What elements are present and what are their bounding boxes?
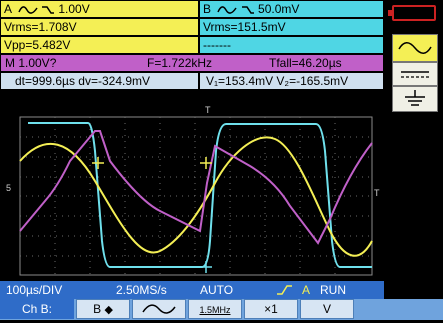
channel-b-trace [28, 122, 372, 268]
ground-coupling-icon [405, 90, 425, 106]
acquisition-mode[interactable]: AUTO [200, 283, 234, 297]
channel-a-vpp: Vpp=5.482V [0, 36, 199, 54]
channel-a-trace [19, 136, 373, 257]
channel-b-header[interactable]: B 50.0mV [199, 0, 384, 18]
sample-rate: 2.50MS/s [116, 283, 167, 297]
ground-coupling-button[interactable] [392, 86, 438, 112]
channel-a-label: A [4, 2, 12, 16]
cursor-3 [200, 261, 212, 273]
trigger-channel: A [302, 283, 311, 297]
waveform-graph: T T 5 [6, 105, 380, 276]
channel-b-select-label: B [93, 302, 102, 316]
channel-select-label: Ch B: [0, 299, 74, 319]
bottom-toolbar: Ch B: B ◆ 1.5MHz ×1 V [0, 299, 443, 320]
bandwidth-filter-label: 1.5MHz [199, 305, 231, 315]
channel-a-header[interactable]: A 1.00V [0, 0, 199, 18]
ground-marker: 5 [6, 183, 11, 193]
channel-b-vrms: Vrms=151.5mV [199, 18, 384, 36]
cursor-dt-dv: dt=999.6µs dv=-324.9mV [0, 72, 199, 90]
graticule-frame [19, 116, 373, 276]
battery-terminal [388, 10, 392, 16]
timebase[interactable]: 100µs/DIV [6, 283, 63, 297]
cursor-1 [92, 157, 104, 169]
sine-coupling-button[interactable] [132, 299, 186, 319]
sine-icon [217, 6, 237, 14]
math-row[interactable]: M 1.00V? F=1.722kHz Tfall=46.20µs [0, 54, 384, 72]
probe-factor-button[interactable]: ×1 [244, 299, 298, 319]
graticule-grid [20, 117, 372, 275]
status-bar-right [384, 281, 443, 299]
channel-b-select-button[interactable]: B ◆ [76, 299, 130, 319]
math-mode: M 1.00V? [5, 56, 57, 70]
dc-coupling-icon [401, 71, 429, 78]
channel-a-scale: 1.00V [58, 2, 90, 16]
falling-edge-icon [42, 6, 55, 14]
rising-edge-icon [277, 285, 292, 295]
sine-icon [18, 6, 38, 14]
unit-label: V [322, 302, 331, 316]
scope-display[interactable]: T T 5 [0, 91, 384, 280]
dc-coupling-button[interactable] [392, 62, 438, 86]
cursor-2 [200, 157, 212, 169]
bandwidth-filter-button[interactable]: 1.5MHz [188, 299, 242, 319]
sine-icon [142, 304, 176, 314]
ac-coupling-button[interactable] [392, 34, 438, 62]
trigger-marker-top: T [205, 105, 211, 115]
channel-b-scale: 50.0mV [258, 2, 300, 16]
up-down-arrow-icon: ◆ [104, 304, 113, 316]
channel-a-vrms: Vrms=1.708V [0, 18, 199, 36]
cursor-voltages: V₁=153.4mV V₂=-165.5mV [199, 72, 384, 90]
ac-coupling-icon [398, 42, 432, 54]
math-frequency: F=1.722kHz [147, 56, 213, 70]
status-bar: 100µs/DIV 2.50MS/s AUTO A RUN [0, 281, 384, 299]
falling-edge-icon [241, 6, 254, 14]
channel-b-label: B [203, 2, 212, 16]
blank-button[interactable] [356, 299, 443, 319]
battery-icon [392, 5, 436, 21]
channel-b-empty-field: ------- [199, 36, 384, 54]
trigger-marker-right: T [374, 188, 380, 198]
run-state[interactable]: RUN [320, 283, 346, 297]
math-trace [19, 130, 373, 245]
probe-factor-label: ×1 [264, 302, 278, 316]
unit-button[interactable]: V [300, 299, 354, 319]
math-tfall: Tfall=46.20µs [269, 56, 342, 70]
